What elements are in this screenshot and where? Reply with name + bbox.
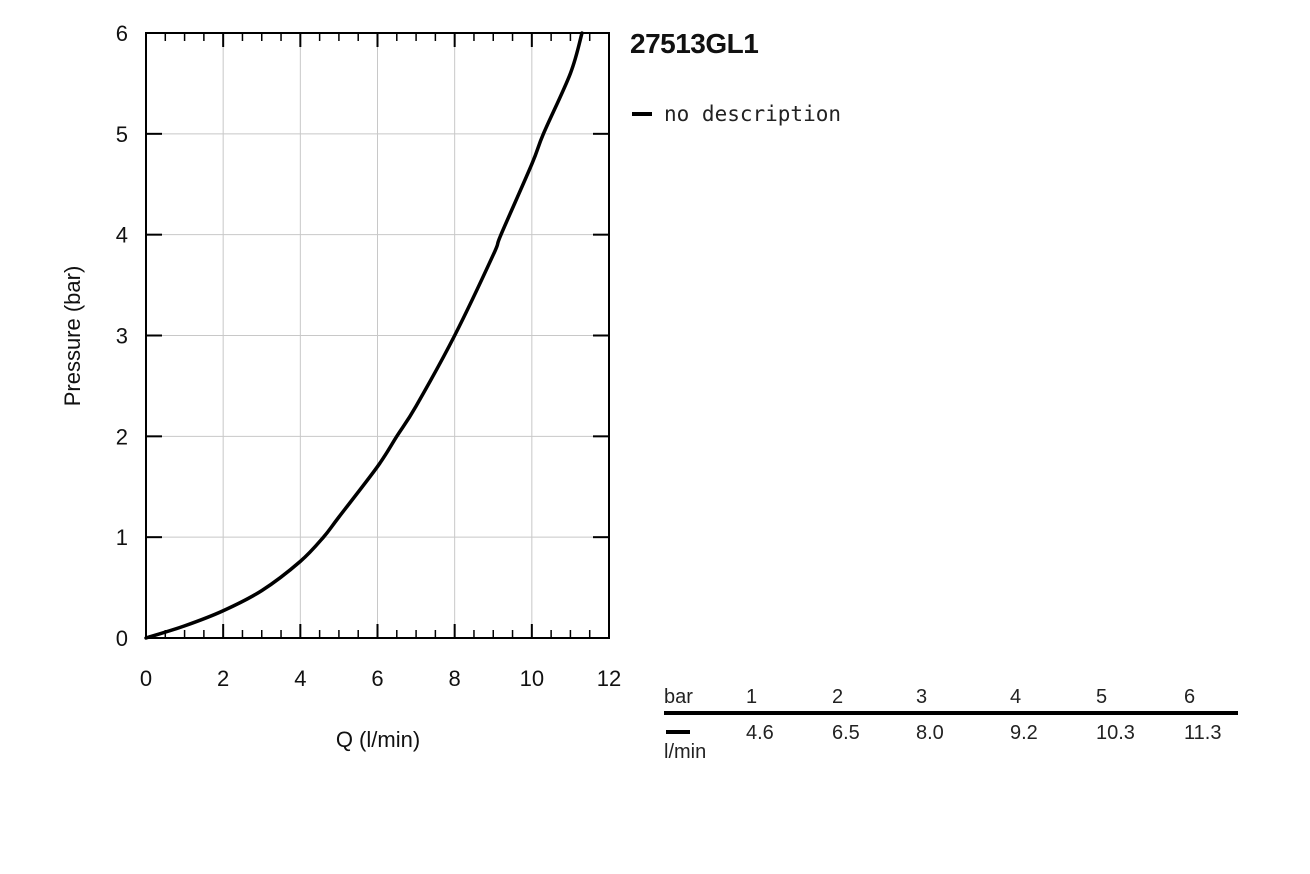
x-tick-label: 4 — [294, 666, 306, 691]
flow-table: bar l/min 1 2 3 4 5 6 4.6 6.5 8.0 9.2 10… — [664, 686, 1238, 766]
x-tick-label: 0 — [140, 666, 152, 691]
y-tick-label: 4 — [116, 223, 128, 248]
y-tick-label: 3 — [116, 324, 128, 349]
x-axis-tick-labels: 0 2 4 6 8 10 12 — [140, 666, 621, 691]
product-title: 27513GL1 — [630, 28, 759, 59]
table-bar-value: 5 — [1096, 686, 1108, 708]
y-tick-label: 2 — [116, 424, 128, 449]
table-flow-value: 9.2 — [1010, 722, 1038, 744]
table-flow-value: 8.0 — [916, 722, 944, 744]
table-flow-value: 6.5 — [832, 722, 860, 744]
x-tick-label: 8 — [449, 666, 461, 691]
table-bar-value: 2 — [832, 686, 844, 708]
y-tick-label: 1 — [116, 525, 128, 550]
table-bar-value: 4 — [1010, 686, 1022, 708]
x-tick-label: 6 — [371, 666, 383, 691]
series-line-no-description — [144, 31, 584, 640]
table-flow-value: 4.6 — [746, 722, 774, 744]
y-tick-label: 0 — [116, 626, 128, 651]
plot-frame — [145, 32, 610, 639]
legend-label: no description — [664, 102, 842, 126]
table-bar-value: 1 — [746, 686, 758, 708]
legend-swatch — [632, 112, 652, 116]
y-axis-tick-labels: 0 1 2 3 4 5 6 — [116, 21, 128, 651]
x-tick-label: 2 — [217, 666, 229, 691]
legend: no description — [632, 102, 841, 126]
chart-grid — [146, 33, 609, 638]
table-header-flow: l/min — [664, 741, 707, 763]
x-tick-label: 10 — [520, 666, 544, 691]
table-series-swatch — [666, 730, 690, 734]
table-header-bar: bar — [664, 686, 693, 708]
table-bar-value: 6 — [1184, 686, 1196, 708]
table-divider — [664, 711, 1238, 715]
x-axis-title: Q (l/min) — [336, 727, 420, 752]
y-tick-label: 5 — [116, 122, 128, 147]
y-axis-title: Pressure (bar) — [60, 266, 85, 407]
x-tick-label: 12 — [597, 666, 621, 691]
y-tick-label: 6 — [116, 21, 128, 46]
table-flow-value: 11.3 — [1184, 722, 1222, 744]
table-flow-value: 10.3 — [1096, 722, 1135, 744]
table-bar-value: 3 — [916, 686, 928, 708]
